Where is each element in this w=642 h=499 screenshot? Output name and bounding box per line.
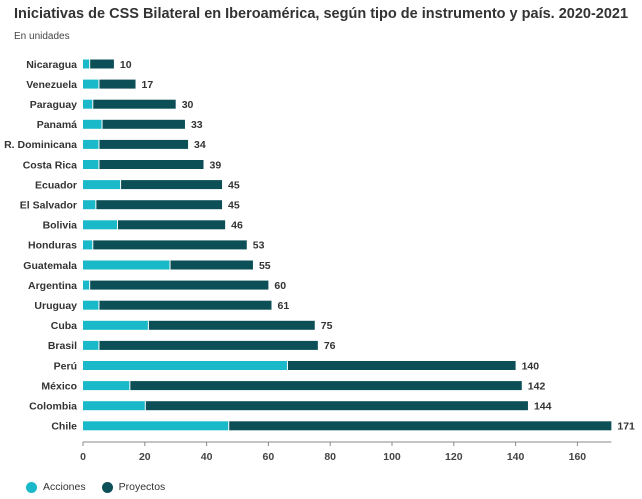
x-tick-label: 80	[324, 451, 336, 463]
total-label: 55	[259, 260, 271, 272]
bar-chart: Nicaragua Venezuela Paraguay Panamá R. Domin…	[4, 59, 635, 463]
bar-acciones-perú[interactable]	[83, 361, 287, 370]
x-tick-label: 120	[445, 451, 463, 463]
bar-proyectos-guatemala[interactable]	[170, 260, 253, 270]
bar-proyectos-bolivia[interactable]	[117, 220, 226, 230]
category-label: Perú	[54, 360, 77, 372]
total-label: 33	[191, 119, 203, 131]
x-tick-label: 60	[263, 451, 275, 463]
category-labels: Nicaragua Venezuela Paraguay Panamá R. Domin…	[4, 59, 77, 433]
bar-acciones-nicaragua[interactable]	[83, 59, 90, 69]
legend: Acciones Proyectos	[26, 481, 181, 493]
bar-acciones-cuba[interactable]	[83, 320, 148, 330]
category-label: Paraguay	[30, 99, 77, 111]
total-label: 17	[142, 79, 154, 91]
category-label: Ecuador	[35, 179, 77, 191]
legend-item-proyectos[interactable]: Proyectos	[101, 481, 166, 493]
category-label: El Salvador	[20, 200, 77, 212]
legend-label-proyectos: Proyectos	[118, 481, 166, 493]
total-label: 144	[534, 401, 552, 413]
bar-proyectos-nicaragua[interactable]	[90, 59, 114, 69]
category-label: Nicaragua	[26, 59, 77, 71]
bar-acciones-panamá[interactable]	[83, 119, 102, 129]
bar-proyectos-uruguay[interactable]	[99, 300, 272, 310]
bar-acciones-costa-rica[interactable]	[83, 160, 99, 169]
bar-proyectos-costa-rica[interactable]	[99, 160, 204, 169]
total-label: 46	[231, 220, 243, 232]
total-label: 60	[274, 280, 286, 292]
chart-title: Iniciativas de CSS Bilateral en Iberoamé…	[14, 6, 629, 22]
category-label: Panamá	[37, 119, 77, 131]
category-label: Venezuela	[26, 79, 77, 91]
bar-acciones-ecuador[interactable]	[83, 180, 121, 190]
bar-acciones-venezuela[interactable]	[83, 79, 99, 89]
category-label: Honduras	[28, 240, 77, 252]
legend-label-acciones: Acciones	[43, 481, 86, 493]
category-label: México	[41, 380, 77, 392]
x-tick-label: 40	[201, 451, 213, 463]
bars-group	[83, 59, 612, 431]
x-axis-ticks: 0 20 40 60 80 100 120 140 160	[80, 442, 586, 463]
bar-acciones-paraguay[interactable]	[83, 99, 93, 109]
category-label: Colombia	[29, 401, 77, 413]
bar-acciones-colombia[interactable]	[83, 401, 145, 411]
legend-swatch-acciones	[26, 481, 37, 493]
bar-proyectos-cuba[interactable]	[148, 320, 315, 330]
bar-proyectos-ecuador[interactable]	[121, 180, 223, 190]
total-label: 53	[253, 240, 265, 252]
category-label: Guatemala	[23, 260, 77, 272]
total-label: 34	[194, 139, 206, 151]
bar-acciones-uruguay[interactable]	[83, 300, 99, 310]
bar-acciones-méxico[interactable]	[83, 381, 130, 391]
x-tick-label: 140	[507, 451, 525, 463]
x-tick-label: 0	[80, 451, 86, 463]
bar-acciones-chile[interactable]	[83, 421, 229, 431]
bar-proyectos-méxico[interactable]	[130, 381, 522, 391]
chart-subtitle: En unidades	[14, 31, 70, 42]
total-label: 10	[120, 59, 132, 71]
total-label: 45	[228, 179, 240, 191]
bar-proyectos-argentina[interactable]	[90, 280, 269, 290]
bar-acciones-brasil[interactable]	[83, 340, 99, 350]
total-label: 142	[528, 380, 546, 392]
category-label: Argentina	[28, 280, 77, 292]
total-label: 75	[321, 320, 333, 332]
category-label: R. Dominicana	[4, 139, 77, 151]
x-tick-label: 20	[139, 451, 151, 463]
category-label: Bolivia	[43, 220, 78, 232]
bar-proyectos-paraguay[interactable]	[93, 99, 176, 109]
bar-acciones-argentina[interactable]	[83, 280, 90, 290]
total-label: 140	[522, 360, 540, 372]
bar-acciones-guatemala[interactable]	[83, 260, 170, 270]
total-label: 30	[182, 99, 194, 111]
total-label: 61	[277, 300, 289, 312]
bar-proyectos-chile[interactable]	[229, 421, 612, 431]
bar-proyectos-perú[interactable]	[287, 361, 516, 370]
legend-swatch-proyectos	[101, 481, 113, 493]
bar-proyectos-el-salvador[interactable]	[96, 200, 223, 210]
category-label: Costa Rica	[23, 159, 77, 171]
total-label: 45	[228, 200, 240, 212]
bar-acciones-el-salvador[interactable]	[83, 200, 96, 210]
category-label: Cuba	[51, 320, 77, 332]
category-label: Chile	[51, 421, 77, 433]
x-tick-label: 160	[569, 451, 587, 463]
bar-proyectos-colombia[interactable]	[145, 401, 528, 411]
category-label: Uruguay	[34, 300, 77, 312]
bar-acciones-r-dominicana[interactable]	[83, 139, 99, 149]
bar-acciones-bolivia[interactable]	[83, 220, 117, 230]
bar-proyectos-r-dominicana[interactable]	[99, 139, 189, 149]
bar-acciones-honduras[interactable]	[83, 240, 93, 250]
bar-proyectos-venezuela[interactable]	[99, 79, 136, 89]
x-tick-label: 100	[383, 451, 401, 463]
total-label: 171	[617, 421, 635, 433]
bar-proyectos-brasil[interactable]	[99, 340, 318, 350]
bar-proyectos-panamá[interactable]	[102, 119, 185, 129]
total-label: 39	[210, 159, 222, 171]
total-label: 76	[324, 340, 336, 352]
category-label: Brasil	[48, 340, 77, 352]
bar-proyectos-honduras[interactable]	[93, 240, 247, 250]
legend-item-acciones[interactable]: Acciones	[26, 481, 86, 493]
